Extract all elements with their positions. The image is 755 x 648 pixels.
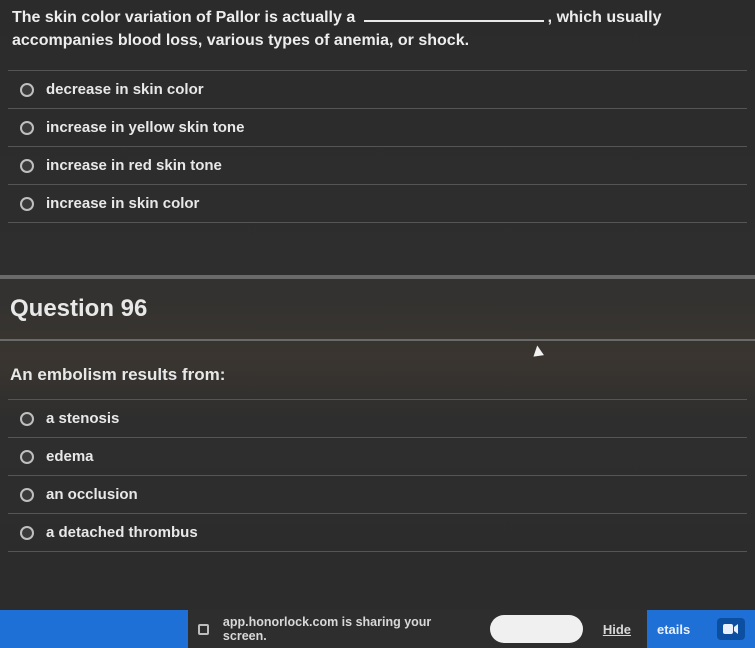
q95-option-1[interactable]: increase in yellow skin tone xyxy=(8,108,747,146)
q95-option-3[interactable]: increase in skin color xyxy=(8,184,747,223)
radio-icon xyxy=(20,450,34,464)
fill-in-blank xyxy=(364,6,544,22)
share-bar-left xyxy=(0,610,188,648)
q96-options: a stenosis edema an occlusion a detached… xyxy=(0,399,755,552)
option-label: a stenosis xyxy=(46,410,119,427)
q95-options: decrease in skin color increase in yello… xyxy=(0,70,755,223)
option-label: increase in yellow skin tone xyxy=(46,119,244,136)
option-label: an occlusion xyxy=(46,486,138,503)
share-bar-center: app.honorlock.com is sharing your screen… xyxy=(188,610,647,648)
option-label: edema xyxy=(46,448,94,465)
option-label: decrease in skin color xyxy=(46,81,204,98)
option-label: increase in red skin tone xyxy=(46,157,222,174)
q96-prompt-text: An embolism results from: xyxy=(10,365,225,384)
radio-icon xyxy=(20,159,34,173)
q95-prompt-before: The skin color variation of Pallor is ac… xyxy=(12,9,355,26)
question-number: Question 96 xyxy=(10,295,147,322)
share-bar-right: etails xyxy=(647,610,755,648)
question-96-prompt: An embolism results from: xyxy=(0,341,755,399)
radio-icon xyxy=(20,197,34,211)
quiz-container: The skin color variation of Pallor is ac… xyxy=(0,0,755,648)
camera-badge[interactable] xyxy=(717,618,745,640)
screen-share-bar: app.honorlock.com is sharing your screen… xyxy=(0,610,755,648)
radio-icon xyxy=(20,526,34,540)
question-95-prompt: The skin color variation of Pallor is ac… xyxy=(0,0,755,70)
camera-icon xyxy=(723,623,739,635)
option-label: increase in skin color xyxy=(46,195,199,212)
question-96-header: Question 96 xyxy=(0,277,755,341)
q96-option-1[interactable]: edema xyxy=(8,437,747,475)
q96-option-3[interactable]: a detached thrombus xyxy=(8,513,747,552)
radio-icon xyxy=(20,488,34,502)
radio-icon xyxy=(20,83,34,97)
hide-button[interactable]: Hide xyxy=(597,622,637,637)
q95-option-0[interactable]: decrease in skin color xyxy=(8,70,747,108)
share-message: app.honorlock.com is sharing your screen… xyxy=(223,615,476,643)
q96-option-0[interactable]: a stenosis xyxy=(8,399,747,437)
q96-option-2[interactable]: an occlusion xyxy=(8,475,747,513)
radio-icon xyxy=(20,412,34,426)
stop-sharing-button[interactable] xyxy=(490,615,583,643)
screen-share-icon xyxy=(198,624,209,635)
q95-option-2[interactable]: increase in red skin tone xyxy=(8,146,747,184)
option-label: a detached thrombus xyxy=(46,524,198,541)
details-label[interactable]: etails xyxy=(657,622,690,637)
radio-icon xyxy=(20,121,34,135)
